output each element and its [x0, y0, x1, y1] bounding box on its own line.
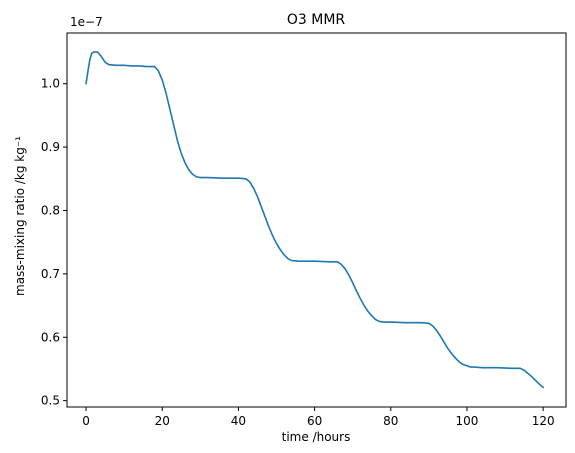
y-tick-label: 0.6 — [41, 330, 60, 344]
y-axis-label: mass-mixing ratio /kg kg⁻¹ — [13, 136, 27, 296]
y-tick-label: 1.0 — [41, 77, 60, 91]
x-tick-label: 0 — [82, 414, 90, 428]
x-tick-label: 80 — [383, 414, 398, 428]
plot-frame — [66, 32, 567, 408]
y-axis: 0.5 0.6 0.7 0.8 0.9 1.0 — [41, 77, 67, 408]
y-tick-label: 0.9 — [41, 140, 60, 154]
x-tick-label: 120 — [532, 414, 555, 428]
x-tick-label: 60 — [307, 414, 322, 428]
y-tick-label: 0.5 — [41, 394, 60, 408]
plot-area — [85, 51, 544, 389]
chart-title: O3 MMR — [287, 12, 346, 28]
y-tick-label: 0.8 — [41, 203, 60, 217]
x-tick-label: 20 — [155, 414, 170, 428]
x-axis-label: time /hours — [282, 430, 351, 444]
x-axis: 0 20 40 60 80 100 120 — [82, 407, 555, 428]
series-line — [85, 51, 544, 389]
x-tick-label: 40 — [231, 414, 246, 428]
y-offset-text: 1e−7 — [70, 15, 103, 29]
x-tick-label: 100 — [456, 414, 479, 428]
y-tick-label: 0.7 — [41, 267, 60, 281]
